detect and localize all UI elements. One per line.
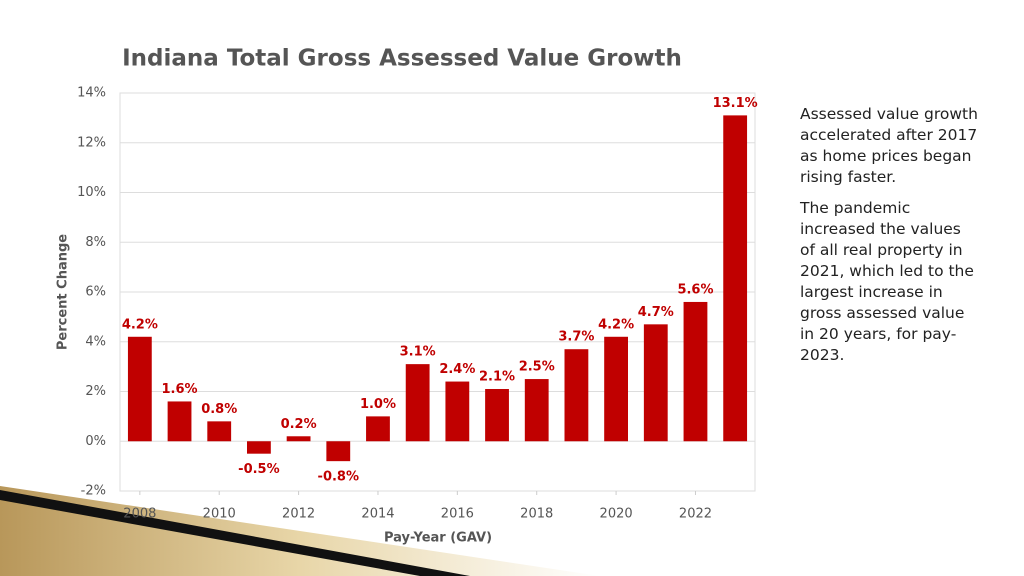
data-label: 3.1% xyxy=(400,345,436,360)
bar xyxy=(167,401,192,442)
data-label: 3.7% xyxy=(558,330,594,345)
data-label: 2.5% xyxy=(519,360,555,375)
data-label: 5.6% xyxy=(677,282,713,297)
bar xyxy=(723,115,748,442)
bar xyxy=(683,301,708,442)
y-axis-label: Percent Change xyxy=(56,234,71,350)
x-tick-label: 2022 xyxy=(679,507,712,522)
decoration xyxy=(0,486,600,576)
x-tick-label: 2018 xyxy=(520,507,553,522)
bar xyxy=(326,441,351,462)
bar xyxy=(604,336,628,442)
bar xyxy=(643,324,668,442)
data-label: 1.0% xyxy=(360,397,396,412)
bar xyxy=(127,336,152,442)
data-label: 1.6% xyxy=(162,382,198,397)
data-label: 4.2% xyxy=(598,317,634,332)
notes: Assessed value growth accelerated after … xyxy=(800,104,980,376)
y-tick-label: -2% xyxy=(81,484,106,499)
y-tick-label: 6% xyxy=(85,285,106,300)
bar xyxy=(405,364,430,442)
bar xyxy=(564,349,589,442)
bar xyxy=(247,441,271,454)
y-tick-label: 2% xyxy=(85,384,106,399)
x-tick-label: 2014 xyxy=(361,507,394,522)
data-label: 13.1% xyxy=(713,96,758,111)
x-tick-label: 2008 xyxy=(123,507,156,522)
data-label: 0.2% xyxy=(281,417,317,432)
note: Assessed value growth accelerated after … xyxy=(800,105,978,186)
data-label: 4.2% xyxy=(122,317,158,332)
chart-title: Indiana Total Gross Assessed Value Growt… xyxy=(122,46,682,72)
data-label: -0.8% xyxy=(318,470,359,485)
bar xyxy=(366,416,390,442)
x-tick-label: 2010 xyxy=(203,507,236,522)
x-axis-label: Pay-Year (GAV) xyxy=(384,531,492,546)
bar xyxy=(286,436,311,442)
bar xyxy=(485,389,509,442)
data-label: 0.8% xyxy=(201,402,237,417)
bar xyxy=(445,381,470,442)
data-label: 2.1% xyxy=(479,370,515,385)
note: The pandemic increased the values of all… xyxy=(800,199,974,364)
x-tick-label: 2020 xyxy=(600,507,633,522)
x-tick-label: 2016 xyxy=(441,507,474,522)
x-tick-label: 2012 xyxy=(282,507,315,522)
y-tick-label: 0% xyxy=(85,434,106,449)
y-tick-label: 10% xyxy=(77,185,106,200)
data-label: 2.4% xyxy=(439,362,475,377)
data-label: 4.7% xyxy=(638,305,674,320)
y-tick-label: 12% xyxy=(77,135,106,150)
y-tick-label: 4% xyxy=(85,334,106,349)
y-tick-label: 14% xyxy=(77,86,106,101)
bar xyxy=(524,379,549,442)
y-tick-label: 8% xyxy=(85,235,106,250)
data-label: -0.5% xyxy=(238,462,279,477)
bar xyxy=(207,421,232,442)
decoration xyxy=(0,490,470,576)
